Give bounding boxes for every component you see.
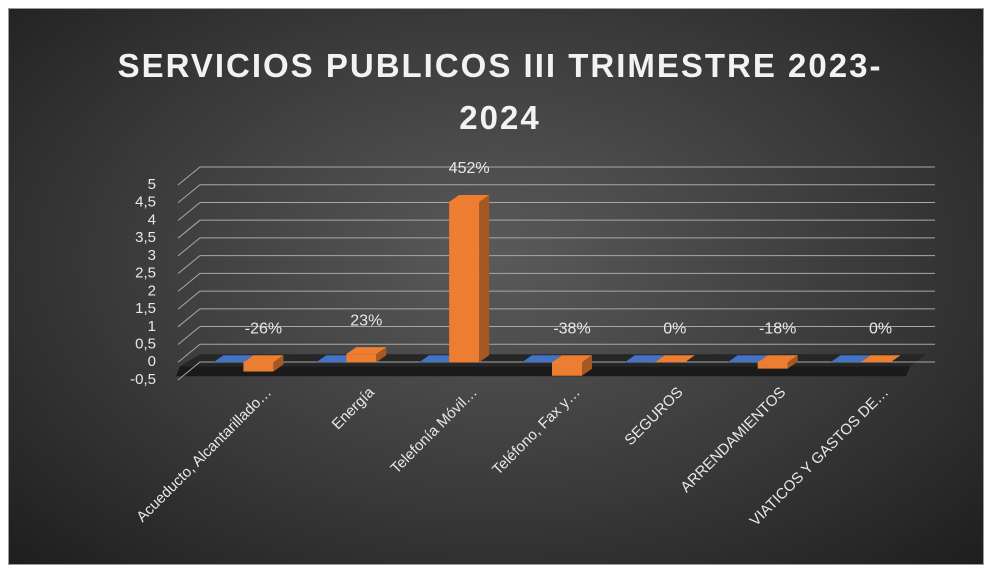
bar [727, 355, 768, 363]
y-tick-label: 2,5 [135, 265, 156, 282]
bar [346, 347, 387, 363]
bar-front [552, 362, 582, 376]
bar-top [522, 355, 562, 363]
grid-line [177, 166, 935, 186]
chart-area [8, 8, 984, 565]
bar-top [213, 355, 254, 363]
y-tick-label: 4 [148, 211, 156, 228]
bar-top [757, 355, 798, 363]
bar-top [624, 355, 665, 363]
bar [624, 355, 665, 363]
bar-top [830, 355, 871, 363]
bar [449, 195, 490, 363]
bar-side [273, 355, 284, 372]
bar-front [757, 362, 788, 369]
grid-line [177, 184, 935, 204]
y-tick-label: 2 [148, 282, 156, 299]
bar [830, 355, 871, 363]
bar-top [860, 355, 901, 363]
bar-top [449, 195, 490, 203]
x-tick-label: Teléfono, Fax y… [489, 384, 584, 479]
y-tick-label: -0,5 [130, 371, 156, 388]
bar-front [243, 362, 274, 372]
x-tick-label: Acueducto, Alcantarillado… [133, 384, 275, 526]
data-label: 23% [350, 312, 382, 329]
bar-top [243, 355, 284, 363]
x-tick-label: ARRENDAMIENTOS [677, 384, 789, 496]
bar-side [582, 355, 592, 376]
bar-top [654, 355, 695, 363]
bar-side [479, 195, 490, 363]
bar [654, 355, 695, 363]
data-label: -18% [759, 320, 796, 337]
y-tick-label: 0 [148, 353, 156, 370]
x-tick-label: SEGUROS [621, 384, 686, 449]
bar [860, 355, 901, 363]
bar-top [727, 355, 768, 363]
grid-line [177, 255, 935, 275]
floor-front [176, 366, 910, 377]
bar [243, 355, 284, 372]
grid-line [177, 219, 935, 239]
x-tick-label: Telefonía Móvil… [387, 384, 480, 477]
bar-front [346, 354, 377, 363]
bar [757, 355, 798, 369]
y-tick-label: 0,5 [135, 336, 156, 353]
grid-line [177, 326, 935, 345]
y-tick-label: 4,5 [135, 194, 156, 211]
chart-title: SERVICIOS PUBLICOS III TRIMESTRE 2023-20… [117, 47, 883, 136]
bar-side [376, 347, 387, 363]
data-label: 452% [449, 160, 490, 177]
grid-line [177, 343, 935, 363]
y-tick-label: 1 [148, 318, 156, 335]
y-tick-label: 3,5 [135, 229, 156, 246]
data-label: 0% [869, 320, 892, 337]
x-tick-label: Energía [329, 383, 379, 433]
grid-line [177, 361, 935, 381]
bar [522, 355, 562, 363]
grid-line [177, 237, 935, 257]
bar-front [449, 202, 480, 363]
bar-top [552, 355, 592, 363]
bar-side [787, 355, 798, 369]
data-label: -38% [553, 320, 590, 337]
y-tick-label: 3 [148, 247, 156, 264]
data-label: 0% [663, 320, 686, 337]
grid-line [177, 201, 935, 221]
grid-line [177, 272, 935, 292]
data-label: -26% [245, 320, 282, 337]
bar [213, 355, 254, 363]
bar [552, 355, 592, 376]
grid-line [177, 308, 935, 328]
y-tick-label: 5 [148, 176, 156, 193]
y-tick-label: 1,5 [135, 300, 156, 317]
grid-line [177, 290, 935, 310]
bar-top [346, 347, 387, 355]
